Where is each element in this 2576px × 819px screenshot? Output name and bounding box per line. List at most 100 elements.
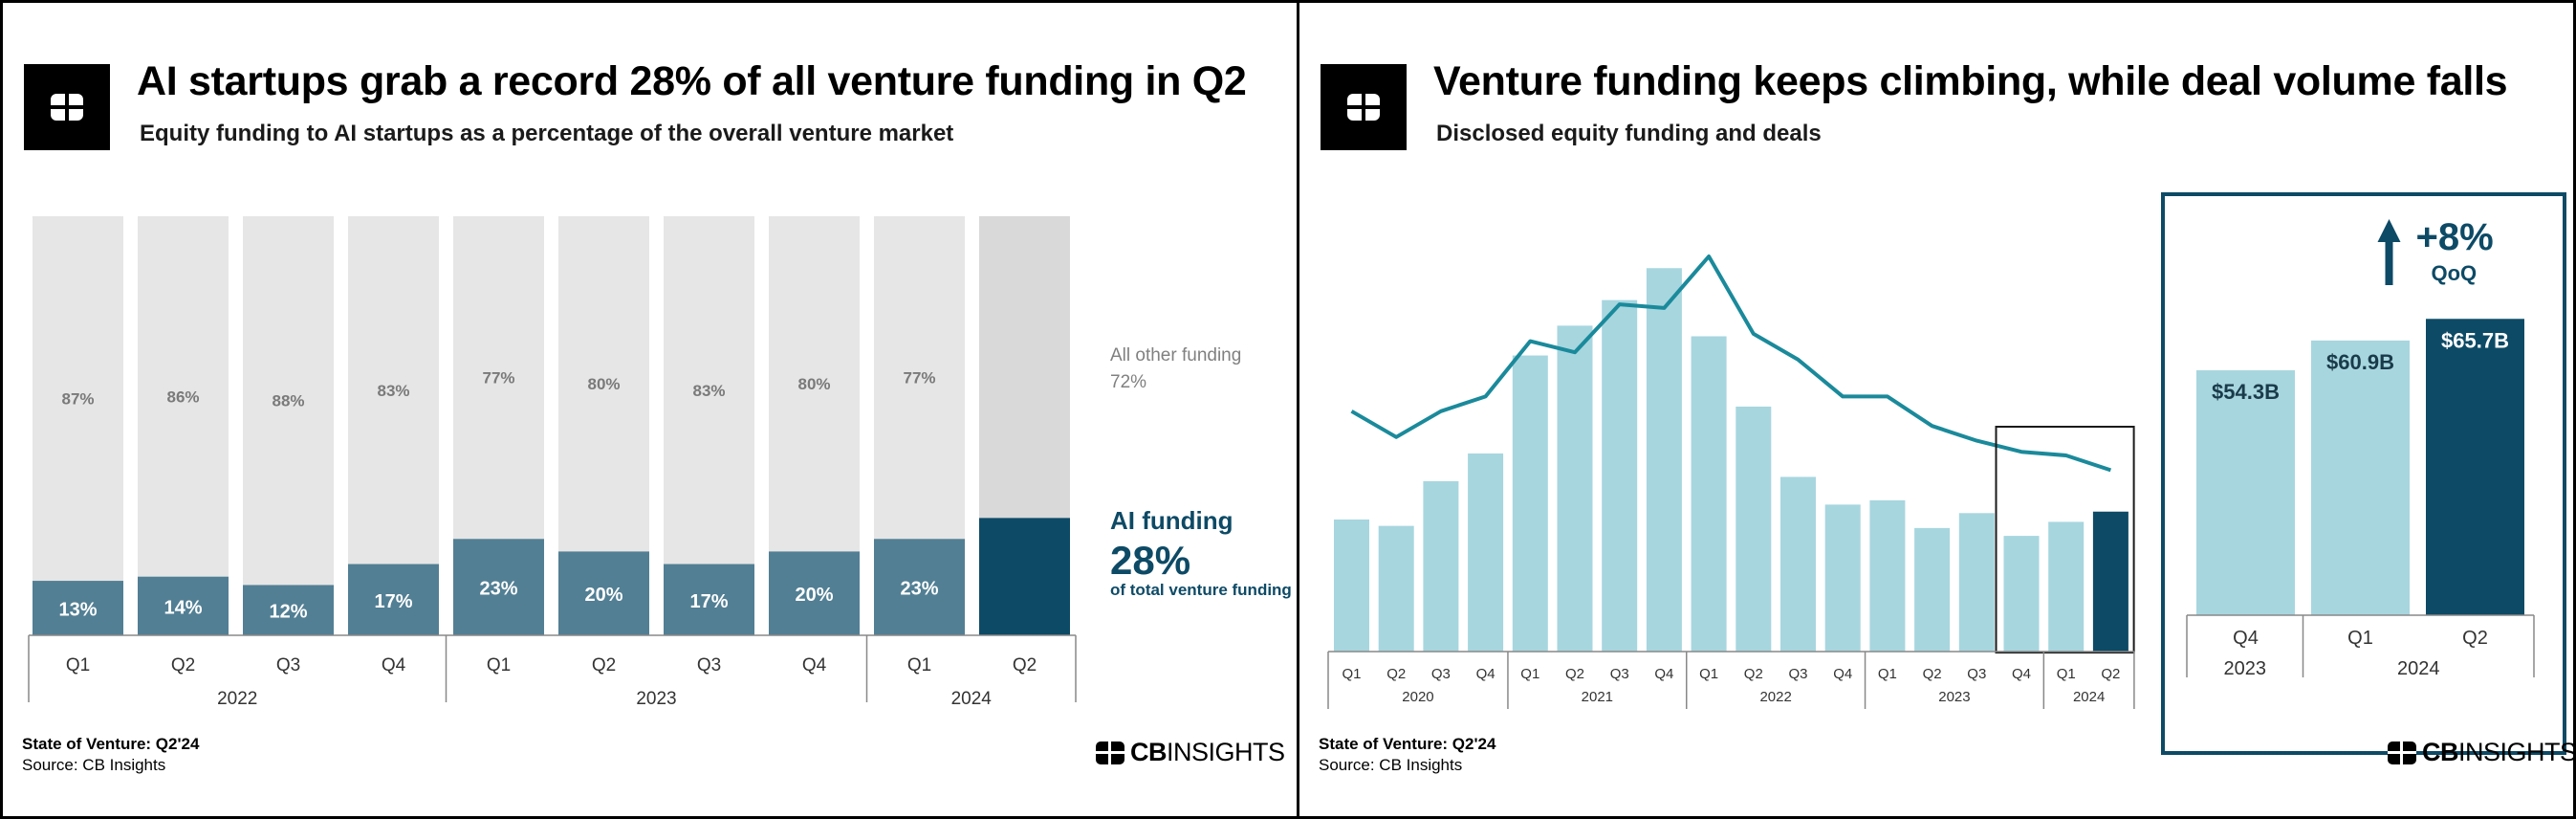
inset-x-tick-label: Q2 <box>2462 628 2488 649</box>
ai-percent-label: 20% <box>795 585 833 606</box>
funding-bar <box>1824 504 1861 652</box>
funding-bar <box>1958 513 1995 652</box>
funding-bar <box>1423 480 1459 652</box>
ai-percent-label: 13% <box>58 600 97 621</box>
funding-bar <box>2092 511 2128 652</box>
left-chart-title: AI startups grab a record 28% of all ven… <box>137 58 1247 104</box>
x-tick-label: Q1 <box>1699 666 1718 682</box>
inset-year-label: 2023 <box>2224 658 2267 679</box>
x-tick-label: Q1 <box>487 655 511 675</box>
year-group-label: 2023 <box>1938 689 1970 705</box>
inset-year-label: 2024 <box>2397 658 2440 679</box>
x-tick-label: Q1 <box>907 655 931 675</box>
x-tick-label: Q2 <box>1744 666 1763 682</box>
other-percent-label: 80% <box>587 375 620 393</box>
other-percent-label: 87% <box>61 390 94 409</box>
x-tick-label: Q1 <box>1342 666 1361 682</box>
x-tick-label: Q1 <box>66 655 90 675</box>
cb-brand-icon <box>1096 741 1124 764</box>
other-funding-bar <box>243 216 334 586</box>
qoq-label: QoQ <box>2432 261 2478 285</box>
brand-bold: CB <box>2422 738 2459 766</box>
funding-bar <box>1736 406 1772 652</box>
highlight-frame <box>1995 426 2135 653</box>
right-footer-title: State of Venture: Q2'24 <box>1319 735 1496 753</box>
year-group-label: 2022 <box>1759 689 1791 705</box>
x-tick-label: Q2 <box>171 655 195 675</box>
right-brand: CBINSIGHTS <box>2388 738 2573 767</box>
inset-frame <box>2161 192 2566 755</box>
ai-percent-label: 12% <box>269 602 307 623</box>
cb-insights-logo-icon <box>1321 64 1407 150</box>
x-tick-label: Q2 <box>2101 666 2120 682</box>
funding-bar <box>1780 476 1816 652</box>
ai-percent-label: 20% <box>584 585 622 606</box>
funding-bar <box>1557 325 1593 652</box>
x-tick-label: Q1 <box>1520 666 1539 682</box>
other-funding-bar <box>664 216 754 564</box>
inset-funding-bar <box>2196 370 2295 615</box>
left-footer-title: State of Venture: Q2'24 <box>22 735 200 753</box>
x-tick-label: Q2 <box>1923 666 1942 682</box>
ai-percent-label: 14% <box>164 597 202 618</box>
ai-funding-sub: of total venture funding <box>1110 581 1292 599</box>
ai-funding-bar <box>769 551 860 635</box>
x-tick-label: Q4 <box>802 655 827 675</box>
funding-bar <box>1602 299 1638 652</box>
ai-share-stacked-bar-chart: All other funding 72% AI funding 28% of … <box>28 216 1292 709</box>
year-group-label: 2022 <box>217 689 257 709</box>
other-funding-bar <box>348 216 439 564</box>
year-group-label: 2024 <box>2073 689 2105 705</box>
x-tick-label: Q3 <box>1431 666 1451 682</box>
x-tick-label: Q4 <box>1833 666 1852 682</box>
x-tick-label: Q3 <box>1788 666 1807 682</box>
funding-bar <box>2048 521 2085 652</box>
x-tick-label: Q4 <box>1654 666 1673 682</box>
other-percent-label: 80% <box>797 375 830 393</box>
funding-bar <box>1334 519 1369 652</box>
x-tick-label: Q2 <box>1386 666 1406 682</box>
x-tick-label: Q3 <box>1610 666 1629 682</box>
year-group-label: 2021 <box>1582 689 1613 705</box>
x-tick-label: Q1 <box>1878 666 1897 682</box>
x-tick-label: Q3 <box>697 655 721 675</box>
ai-funding-bar <box>453 539 544 635</box>
ai-funding-label: AI funding <box>1110 506 1233 535</box>
right-footer-source: Source: CB Insights <box>1319 756 1463 774</box>
ai-percent-label: 23% <box>479 579 517 600</box>
funding-bar <box>1691 336 1727 652</box>
x-tick-label: Q4 <box>382 655 406 675</box>
other-funding-value: 72% <box>1110 372 1146 392</box>
other-funding-bar <box>453 216 544 540</box>
other-funding-bar <box>138 216 229 577</box>
right-panel: Venture funding keeps climbing, while de… <box>1297 0 2576 819</box>
other-funding-bar <box>979 216 1070 519</box>
ai-percent-label: 23% <box>900 579 938 600</box>
cb-insights-logo-icon <box>24 64 110 150</box>
other-funding-bar <box>769 216 860 552</box>
funding-bar <box>2003 536 2040 652</box>
brand-rest: INSIGHTS <box>1167 738 1285 766</box>
funding-deals-combo-chart: +8% QoQ Q1 Q2 Q3 Q4 Q1 Q2 Q3 Q4 Q1 Q2 Q3 Q4 Q1 Q2 Q3 Q4… <box>1327 192 2566 755</box>
other-funding-bar <box>558 216 649 552</box>
left-chart-subtitle: Equity funding to AI startups as a perce… <box>140 121 954 146</box>
ai-funding-bar <box>558 551 649 635</box>
left-panel: AI startups grab a record 28% of all ven… <box>0 0 1299 819</box>
ai-funding-bar <box>138 576 229 635</box>
inset-value-label: $60.9B <box>2326 350 2394 374</box>
x-tick-label: Q2 <box>1565 666 1584 682</box>
x-tick-label: Q4 <box>2012 666 2031 682</box>
deals-series-line <box>1350 255 2112 473</box>
inset-funding-bar <box>2426 319 2524 615</box>
other-percent-label: 86% <box>166 387 199 406</box>
ai-funding-bar <box>874 539 965 635</box>
ai-percent-label: 17% <box>374 591 412 612</box>
ai-funding-bar <box>979 518 1070 635</box>
funding-bar <box>1646 268 1682 652</box>
ai-percent-label: 17% <box>689 591 728 612</box>
left-brand: CBINSIGHTS <box>1096 738 1285 767</box>
inset-value-label: $65.7B <box>2441 328 2509 352</box>
other-funding-bar <box>874 216 965 540</box>
ai-funding-bar <box>348 564 439 635</box>
brand-bold: CB <box>1130 738 1168 766</box>
